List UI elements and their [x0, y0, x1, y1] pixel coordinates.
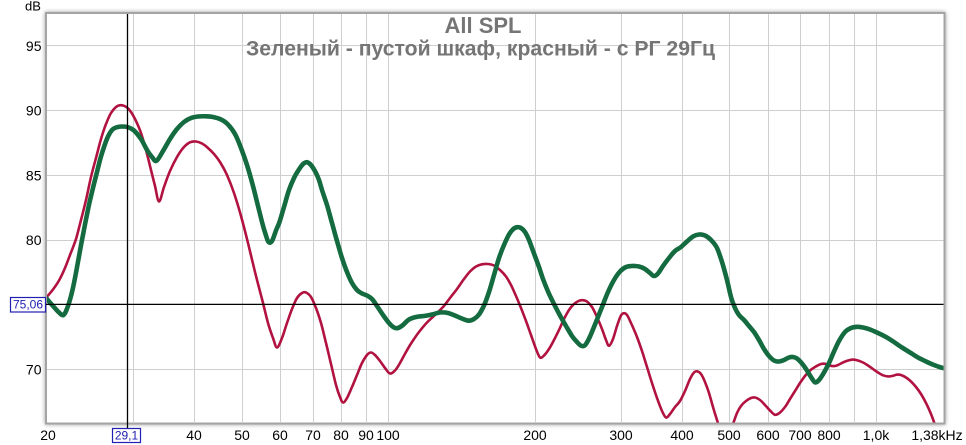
svg-text:50: 50: [234, 427, 250, 443]
svg-text:100: 100: [376, 427, 400, 443]
svg-text:800: 800: [817, 427, 841, 443]
svg-text:70: 70: [26, 361, 42, 377]
svg-text:200: 200: [523, 427, 547, 443]
svg-text:85: 85: [26, 167, 42, 183]
svg-text:600: 600: [756, 427, 780, 443]
svg-text:70: 70: [305, 427, 321, 443]
svg-text:1,0k: 1,0k: [863, 427, 890, 443]
svg-text:90: 90: [26, 103, 42, 119]
svg-text:95: 95: [26, 38, 42, 54]
svg-text:20: 20: [40, 427, 56, 443]
svg-text:90: 90: [358, 427, 374, 443]
svg-text:1,38kHz: 1,38kHz: [911, 427, 962, 443]
svg-text:dB: dB: [25, 0, 41, 14]
svg-text:300: 300: [609, 427, 633, 443]
svg-text:400: 400: [670, 427, 694, 443]
svg-text:75,06: 75,06: [13, 298, 43, 312]
svg-text:Зеленый - пустой шкаф, красный: Зеленый - пустой шкаф, красный - с РГ 29…: [246, 38, 715, 61]
svg-text:80: 80: [333, 427, 349, 443]
svg-text:29,1: 29,1: [115, 429, 139, 443]
svg-text:40: 40: [186, 427, 202, 443]
svg-text:80: 80: [26, 232, 42, 248]
svg-text:All SPL: All SPL: [444, 13, 521, 38]
svg-text:700: 700: [788, 427, 812, 443]
svg-text:500: 500: [717, 427, 741, 443]
svg-text:60: 60: [272, 427, 288, 443]
